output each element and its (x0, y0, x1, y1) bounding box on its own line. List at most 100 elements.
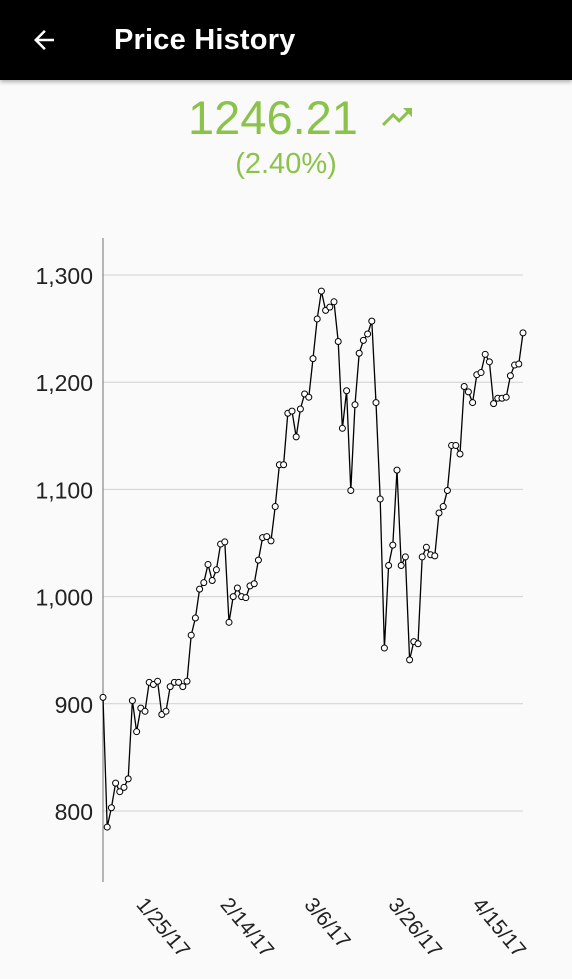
data-point (422, 543, 430, 551)
data-point (334, 337, 342, 345)
data-point (191, 614, 199, 622)
y-tick-label: 1,100 (35, 477, 93, 503)
data-point (242, 594, 250, 602)
data-point (263, 533, 271, 541)
y-tick-label: 900 (55, 692, 93, 718)
page-title: Price History (114, 23, 296, 56)
data-point (338, 424, 346, 432)
price-chart[interactable]: 800 900 1,000 1,100 1,200 1,300 1/25/17 2/14/17… (0, 200, 572, 974)
data-point (212, 566, 220, 574)
data-point (506, 372, 514, 380)
data-point (208, 577, 216, 585)
x-tick-label: 3/6/17 (300, 893, 355, 953)
data-point (221, 538, 229, 546)
y-tick-label: 1,300 (35, 263, 93, 289)
data-point (418, 553, 426, 561)
x-tick-label: 2/14/17 (216, 893, 279, 961)
price-row: 1246.21 (0, 86, 572, 148)
trending-up-icon (372, 97, 424, 137)
data-point (330, 298, 338, 306)
data-point (313, 315, 321, 323)
data-point (254, 556, 262, 564)
data-point (175, 678, 183, 686)
data-point (477, 369, 485, 377)
data-point (380, 644, 388, 652)
x-tick-label: 4/15/17 (468, 893, 531, 961)
data-point (288, 407, 296, 415)
data-point (343, 387, 351, 395)
data-point (280, 461, 288, 469)
data-point (515, 360, 523, 368)
data-point (372, 399, 380, 407)
data-point (196, 585, 204, 593)
data-point (166, 683, 174, 691)
data-point (204, 560, 212, 568)
data-point (103, 823, 111, 831)
app-bar: Price History (0, 0, 572, 80)
data-point (368, 317, 376, 325)
data-point (225, 618, 233, 626)
data-point (351, 401, 359, 409)
data-point (187, 631, 195, 639)
data-point (485, 358, 493, 366)
data-point (347, 486, 355, 494)
data-point (460, 382, 468, 390)
data-point (183, 677, 191, 685)
y-tick-label: 1,000 (35, 585, 93, 611)
data-point (355, 349, 363, 357)
data-point (393, 466, 401, 474)
data-point (116, 788, 124, 796)
data-point (397, 562, 405, 570)
data-point (250, 580, 258, 588)
data-point (435, 509, 443, 517)
data-point (364, 330, 372, 338)
line-chart[interactable]: 800 900 1,000 1,100 1,200 1,300 1/25/17 2/14/17… (0, 200, 572, 974)
price-summary: 1246.21 (2.40%) (0, 86, 572, 181)
data-point (359, 336, 367, 344)
data-point (469, 399, 477, 407)
x-tick-label: 3/26/17 (384, 893, 447, 961)
data-point (179, 683, 187, 691)
price-series-line (102, 290, 524, 828)
data-point (452, 441, 460, 449)
data-point (443, 486, 451, 494)
data-point (107, 804, 115, 812)
data-point (309, 355, 317, 363)
data-point (401, 553, 409, 561)
data-point (296, 405, 304, 413)
data-point (519, 329, 527, 337)
data-point (414, 640, 422, 648)
data-point (271, 503, 279, 511)
data-point (385, 562, 393, 570)
current-price: 1246.21 (188, 90, 358, 144)
price-change-percent: (2.40%) (235, 148, 337, 180)
data-point (376, 495, 384, 503)
data-point (431, 552, 439, 560)
arrow-left-icon (34, 30, 54, 50)
data-point (317, 287, 325, 295)
data-point (99, 693, 107, 701)
data-point (305, 393, 313, 401)
data-point (439, 503, 447, 511)
data-point (406, 656, 414, 664)
data-point (502, 393, 510, 401)
x-tick-label: 1/25/17 (132, 893, 195, 961)
data-point (154, 677, 162, 685)
data-point (141, 707, 149, 715)
data-point (233, 584, 241, 592)
data-point (128, 697, 136, 705)
data-point (490, 400, 498, 408)
data-point (133, 728, 141, 736)
data-point (120, 783, 128, 791)
data-point (326, 303, 334, 311)
y-tick-label: 800 (55, 799, 93, 825)
data-point (162, 707, 170, 715)
data-point (464, 388, 472, 396)
data-point (481, 350, 489, 358)
data-point (229, 593, 237, 601)
data-point (112, 779, 120, 787)
data-point (200, 579, 208, 587)
data-point (267, 537, 275, 545)
back-button[interactable] (20, 16, 68, 64)
data-point (456, 450, 464, 458)
